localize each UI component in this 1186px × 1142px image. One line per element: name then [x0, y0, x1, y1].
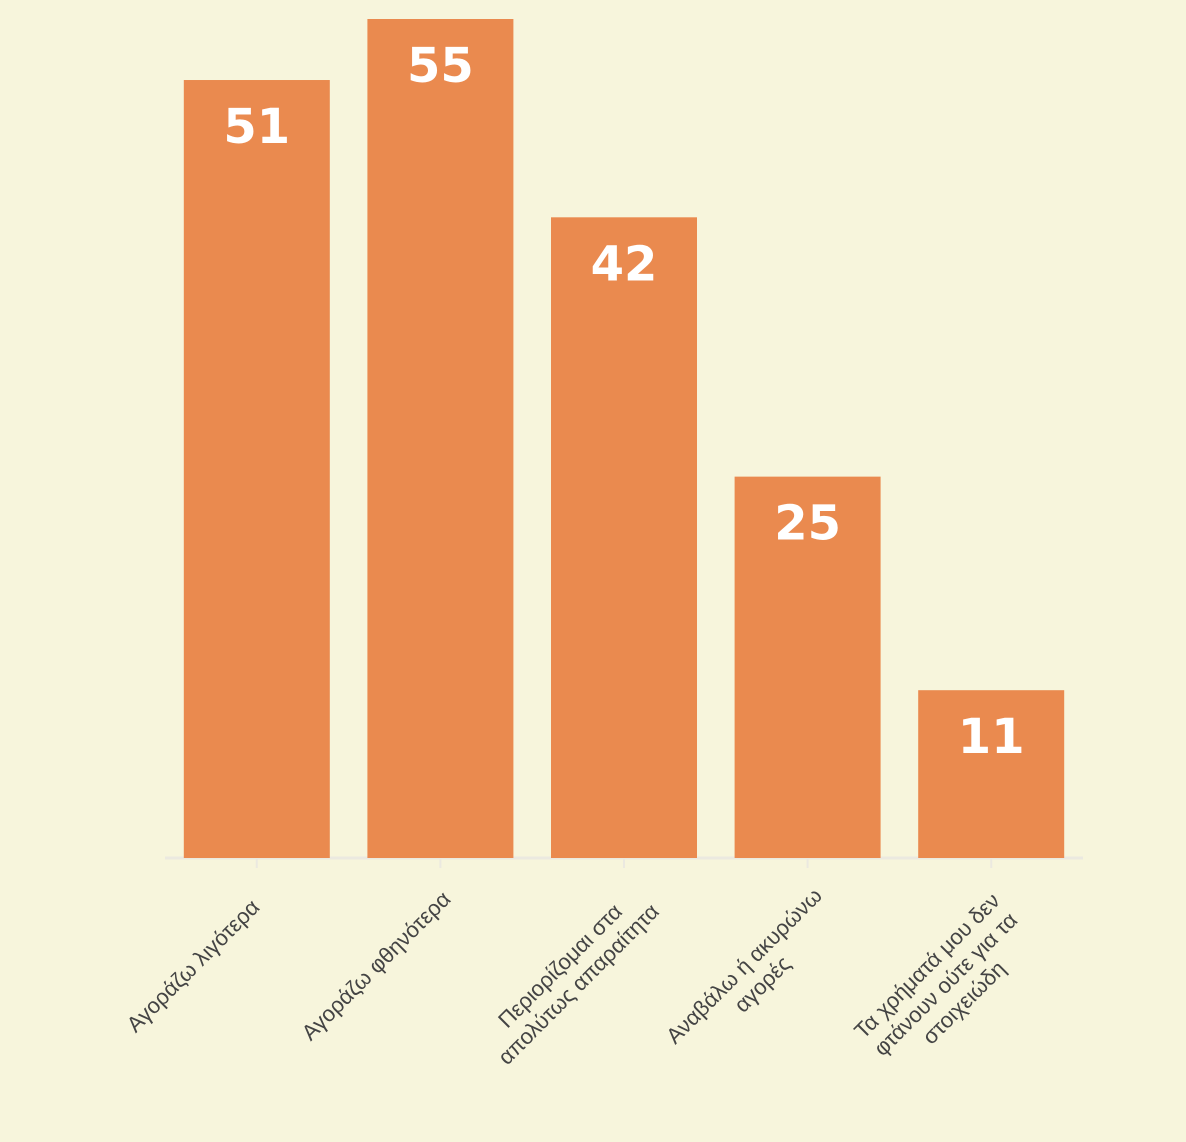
bar [734, 476, 881, 858]
value-label: 11 [958, 709, 1025, 765]
bar [918, 690, 1065, 858]
value-label: 51 [223, 99, 290, 155]
bar [183, 80, 330, 858]
value-label: 42 [591, 236, 658, 292]
value-label: 25 [774, 496, 841, 552]
bar [551, 217, 697, 859]
value-label: 55 [407, 38, 474, 94]
bar [367, 19, 514, 858]
